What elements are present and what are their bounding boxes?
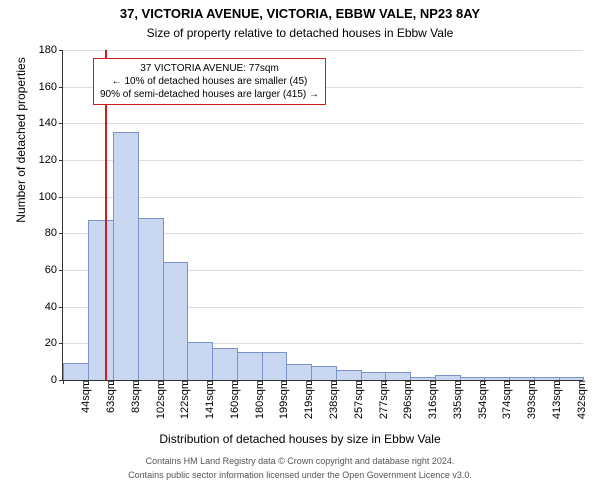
histogram-bar: [262, 352, 288, 381]
histogram-bar: [88, 220, 114, 381]
xtick-label: 296sqm: [400, 380, 414, 419]
ytick-label: 60: [45, 264, 63, 276]
xtick-mark: [559, 380, 560, 384]
histogram-bar: [187, 342, 213, 380]
xtick-mark: [410, 380, 411, 384]
histogram-bar: [385, 372, 411, 380]
xtick-mark: [88, 380, 89, 384]
gridline: [63, 160, 583, 161]
gridline: [63, 197, 583, 198]
xtick-label: 374sqm: [499, 380, 513, 419]
xtick-label: 354sqm: [475, 380, 489, 419]
xtick-mark: [262, 380, 263, 384]
gridline: [63, 50, 583, 51]
xtick-label: 180sqm: [252, 380, 266, 419]
xtick-label: 316sqm: [425, 380, 439, 419]
xtick-mark: [460, 380, 461, 384]
xtick-mark: [63, 380, 64, 384]
xtick-label: 413sqm: [549, 380, 563, 419]
xtick-label: 63sqm: [103, 380, 117, 413]
histogram-bar: [138, 218, 164, 380]
histogram-bar: [311, 366, 337, 380]
xtick-mark: [286, 380, 287, 384]
histogram-bar: [336, 370, 362, 380]
xtick-mark: [163, 380, 164, 384]
xtick-mark: [484, 380, 485, 384]
histogram-bar: [212, 348, 238, 380]
attribution-line2: Contains public sector information licen…: [0, 470, 600, 480]
histogram-bar: [163, 262, 189, 380]
xtick-mark: [534, 380, 535, 384]
xtick-label: 277sqm: [376, 380, 390, 419]
ytick-label: 80: [45, 227, 63, 239]
xtick-mark: [509, 380, 510, 384]
histogram-bar: [113, 132, 139, 381]
ytick-label: 160: [39, 81, 63, 93]
ytick-label: 20: [45, 337, 63, 349]
annotation-line1: 37 VICTORIA AVENUE: 77sqm: [100, 62, 319, 75]
xtick-mark: [113, 380, 114, 384]
ytick-label: 100: [39, 191, 63, 203]
xtick-label: 160sqm: [227, 380, 241, 419]
gridline: [63, 123, 583, 124]
chart-title: 37, VICTORIA AVENUE, VICTORIA, EBBW VALE…: [0, 6, 600, 21]
xtick-mark: [385, 380, 386, 384]
histogram-bar: [63, 363, 89, 381]
ytick-label: 180: [39, 44, 63, 56]
xtick-label: 238sqm: [326, 380, 340, 419]
ytick-label: 40: [45, 301, 63, 313]
xtick-label: 122sqm: [177, 380, 191, 419]
xtick-label: 219sqm: [301, 380, 315, 419]
ytick-label: 0: [51, 374, 63, 386]
xtick-label: 141sqm: [202, 380, 216, 419]
x-axis-label: Distribution of detached houses by size …: [0, 432, 600, 446]
xtick-mark: [138, 380, 139, 384]
xtick-label: 257sqm: [351, 380, 365, 419]
y-axis-label: Number of detached properties: [14, 0, 28, 305]
xtick-mark: [361, 380, 362, 384]
ytick-label: 120: [39, 154, 63, 166]
xtick-mark: [187, 380, 188, 384]
xtick-mark: [212, 380, 213, 384]
annotation-line3: 90% of semi-detached houses are larger (…: [100, 88, 319, 101]
histogram-bar: [237, 352, 263, 381]
histogram-bar: [286, 364, 312, 380]
xtick-label: 44sqm: [78, 380, 92, 413]
xtick-label: 393sqm: [524, 380, 538, 419]
xtick-mark: [237, 380, 238, 384]
xtick-mark: [435, 380, 436, 384]
xtick-mark: [336, 380, 337, 384]
chart-subtitle: Size of property relative to detached ho…: [0, 26, 600, 40]
annotation-line2: ← 10% of detached houses are smaller (45…: [100, 75, 319, 88]
xtick-label: 199sqm: [276, 380, 290, 419]
annotation-callout: 37 VICTORIA AVENUE: 77sqm← 10% of detach…: [93, 58, 326, 105]
xtick-label: 432sqm: [574, 380, 588, 419]
xtick-mark: [311, 380, 312, 384]
xtick-label: 335sqm: [450, 380, 464, 419]
xtick-label: 102sqm: [153, 380, 167, 419]
xtick-label: 83sqm: [128, 380, 142, 413]
ytick-label: 140: [39, 117, 63, 129]
attribution-line1: Contains HM Land Registry data © Crown c…: [0, 456, 600, 466]
histogram-bar: [361, 372, 387, 380]
plot-area: 02040608010012014016018044sqm63sqm83sqm1…: [62, 50, 583, 381]
